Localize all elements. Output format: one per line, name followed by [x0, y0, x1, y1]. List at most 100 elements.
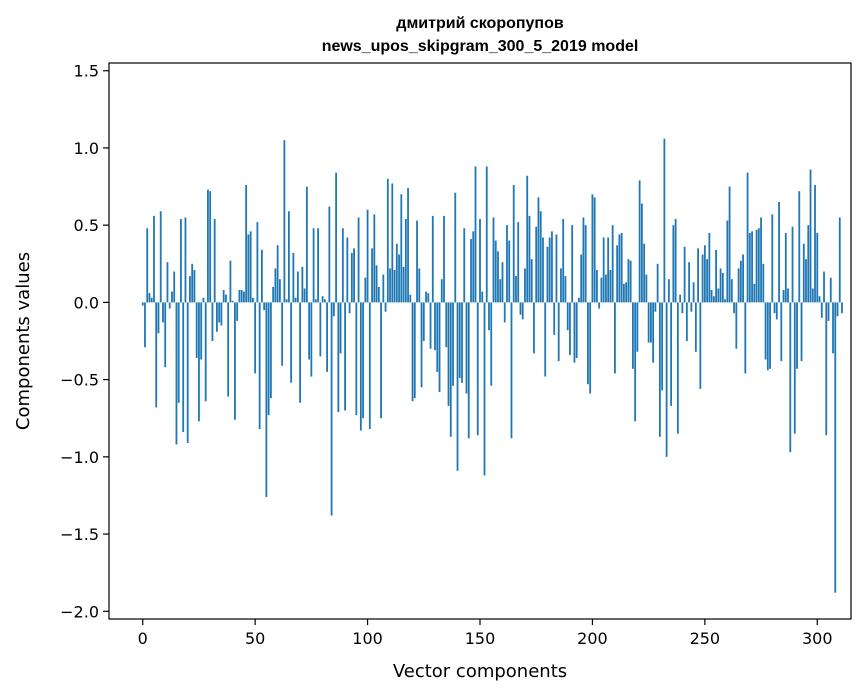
- bar-164: [510, 302, 513, 439]
- bar-30: [209, 191, 212, 303]
- bar-120: [411, 302, 414, 402]
- bar-49: [252, 297, 254, 303]
- bar-36: [222, 290, 225, 303]
- bar-10: [164, 302, 167, 368]
- bar-142: [461, 302, 463, 383]
- bar-141: [458, 302, 461, 379]
- bar-86: [335, 172, 337, 303]
- bar-74: [308, 302, 311, 360]
- bar-249: [701, 254, 704, 303]
- bar-229: [656, 263, 659, 303]
- bar-286: [784, 232, 787, 303]
- bar-248: [699, 302, 702, 389]
- bar-188: [564, 276, 567, 303]
- y-tick-label: 0.5: [74, 216, 99, 235]
- bar-147: [472, 231, 475, 303]
- bar-205: [602, 237, 605, 303]
- bar-114: [398, 254, 400, 303]
- bar-series: [141, 138, 843, 593]
- bar-167: [517, 222, 520, 303]
- bar-300: [816, 232, 819, 303]
- bar-231: [661, 302, 664, 391]
- bar-222: [640, 203, 643, 303]
- bar-227: [652, 302, 655, 363]
- bar-39: [229, 260, 232, 303]
- bar-104: [375, 265, 378, 303]
- bar-154: [488, 302, 490, 331]
- bar-184: [555, 234, 558, 303]
- bar-270: [748, 232, 751, 303]
- bar-56: [267, 302, 270, 416]
- bar-299: [814, 185, 816, 303]
- bar-112: [393, 269, 396, 303]
- bar-128: [429, 302, 432, 349]
- bar-65: [287, 211, 290, 303]
- bar-121: [413, 302, 416, 399]
- bar-21: [189, 276, 191, 303]
- bar-33: [216, 302, 218, 332]
- bar-232: [663, 138, 666, 303]
- bar-28: [204, 302, 207, 402]
- bar-135: [445, 302, 448, 348]
- bar-254: [712, 296, 715, 303]
- bar-280: [771, 214, 774, 303]
- bar-77: [314, 299, 317, 303]
- bar-296: [807, 225, 810, 303]
- bar-287: [787, 288, 789, 303]
- bar-306: [829, 277, 832, 303]
- bar-273: [755, 229, 758, 303]
- bar-294: [802, 243, 805, 303]
- bar-7: [157, 302, 160, 334]
- bar-136: [447, 302, 450, 406]
- bar-168: [519, 302, 522, 315]
- bar-81: [323, 299, 326, 303]
- bar-211: [616, 245, 619, 303]
- bar-293: [800, 302, 803, 362]
- bar-158: [497, 251, 499, 303]
- bar-132: [438, 302, 441, 392]
- bar-305: [827, 302, 830, 321]
- bar-166: [515, 276, 517, 303]
- bar-157: [494, 240, 497, 303]
- bar-67: [292, 252, 295, 303]
- bar-150: [479, 218, 481, 303]
- bar-125: [422, 302, 425, 341]
- bar-176: [537, 197, 540, 303]
- bar-37: [225, 294, 227, 303]
- bar-235: [670, 302, 673, 406]
- bar-11: [166, 262, 169, 303]
- y-tick-label: −1.0: [60, 448, 99, 467]
- bar-256: [717, 288, 720, 303]
- bar-110: [389, 268, 391, 303]
- bar-292: [798, 191, 801, 303]
- bar-278: [766, 302, 769, 371]
- bar-32: [213, 218, 216, 303]
- bar-55: [265, 302, 268, 497]
- bar-54: [263, 302, 266, 311]
- bar-208: [609, 269, 612, 303]
- bar-301: [818, 296, 821, 303]
- bar-281: [773, 302, 776, 314]
- bar-61: [278, 279, 281, 303]
- bar-53: [261, 249, 263, 303]
- bar-9: [162, 302, 164, 323]
- y-tick-label: 0.0: [74, 293, 99, 312]
- bar-85: [332, 302, 335, 317]
- bar-17: [180, 218, 182, 303]
- x-tick-label: 50: [245, 629, 265, 648]
- y-tick-label: −0.5: [60, 371, 99, 390]
- bar-151: [481, 291, 484, 303]
- bar-69: [296, 271, 299, 303]
- bar-250: [703, 245, 706, 303]
- bar-277: [764, 302, 767, 360]
- bar-12: [168, 302, 171, 309]
- bar-66: [290, 302, 293, 383]
- bar-123: [418, 268, 421, 303]
- bar-91: [346, 237, 349, 303]
- bar-143: [463, 228, 466, 303]
- x-tick-label: 200: [577, 629, 608, 648]
- bar-87: [337, 302, 340, 413]
- bar-78: [317, 228, 320, 303]
- bar-107: [382, 274, 385, 303]
- bar-197: [584, 225, 587, 303]
